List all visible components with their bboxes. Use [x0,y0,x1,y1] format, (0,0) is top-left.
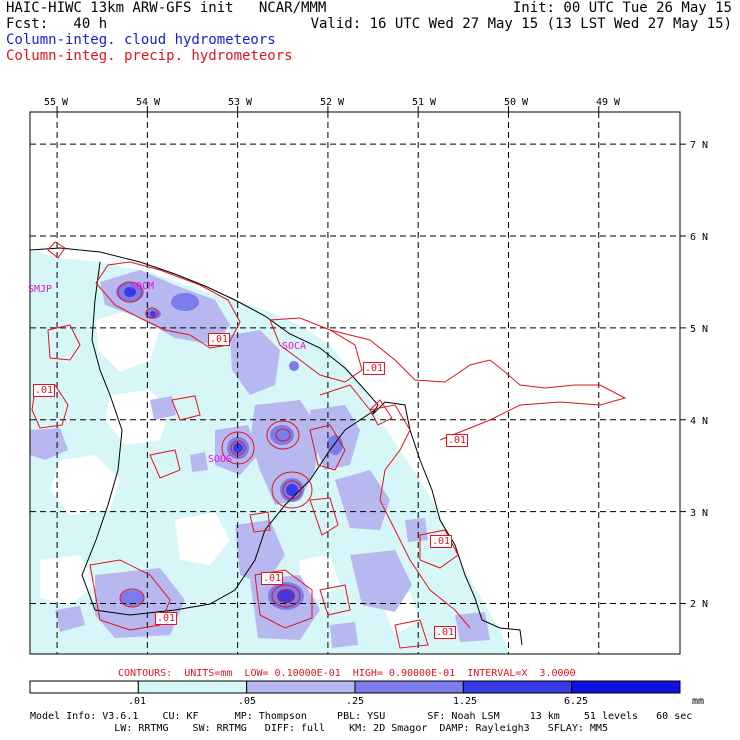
forecast-hour: Fcst: 40 h [6,16,108,32]
lon-label: 51 W [412,97,437,108]
lat-label: 6 N [690,232,709,243]
lat-label: 7 N [690,140,709,151]
contour-label: .01 [155,612,178,625]
contour-label: .01 [261,572,284,585]
lon-label: 50 W [504,97,529,108]
colorbar-label: 1.25 [453,696,478,707]
field2-label: Column-integ. precip. hydrometeors [6,48,293,64]
colorbar-label: .01 [128,696,147,707]
site-soos: SOOS [208,454,233,465]
lat-label: 2 N [690,599,709,610]
header-right: Init: 00 UTC Tue 26 May 15 Valid: 16 UTC… [311,0,732,32]
lon-label: 49 W [596,97,621,108]
model-info-line2: LW: RRTMG SW: RRTMG DIFF: full KM: 2D Sm… [30,723,608,734]
contour-label: .01 [33,384,56,397]
header-left: HAIC-HIWC 13km ARW-GFS init NCAR/MMM Fcs… [6,0,326,64]
lat-label: 3 N [690,508,709,519]
lon-label: 53 W [228,97,253,108]
field1-label: Column-integ. cloud hydrometeors [6,32,276,48]
contour-label: .01 [446,434,469,447]
colorbar-label: 6.25 [564,696,589,707]
precip-contours [31,241,627,649]
colorbar-label: .05 [238,696,257,707]
site-soca: SOCA [282,341,307,352]
lat-label: 5 N [690,324,709,335]
axis-ticks [56,106,686,604]
valid-time: Valid: 16 UTC Wed 27 May 15 (13 LST Wed … [310,16,732,32]
lon-label: 52 W [320,97,345,108]
coastline [30,247,523,646]
contours-info: CONTOURS: UNITS=mm LOW= 0.10000E-01 HIGH… [118,668,576,679]
colorbar-units: mm [692,696,705,707]
cloud-free-areas [40,310,420,635]
lon-label: 55 W [44,97,69,108]
graticule [30,112,680,654]
contour-label: .01 [434,626,457,639]
map-frame [29,111,681,655]
site-smjp: SMJP [28,284,53,295]
lat-label: 4 N [690,416,709,427]
colorbar-label: .25 [346,696,365,707]
header-title: HAIC-HIWC 13km ARW-GFS init NCAR/MMM [6,0,327,16]
model-info-line1: Model Info: V3.6.1 CU: KF MP: Thompson P… [30,711,693,722]
contour-label: .01 [363,362,386,375]
contour-label: .01 [208,333,231,346]
site-socm: SOCM [130,281,155,292]
lon-label: 54 W [136,97,161,108]
init-time: Init: 00 UTC Tue 26 May 15 [512,0,732,16]
contour-label: .01 [430,535,453,548]
